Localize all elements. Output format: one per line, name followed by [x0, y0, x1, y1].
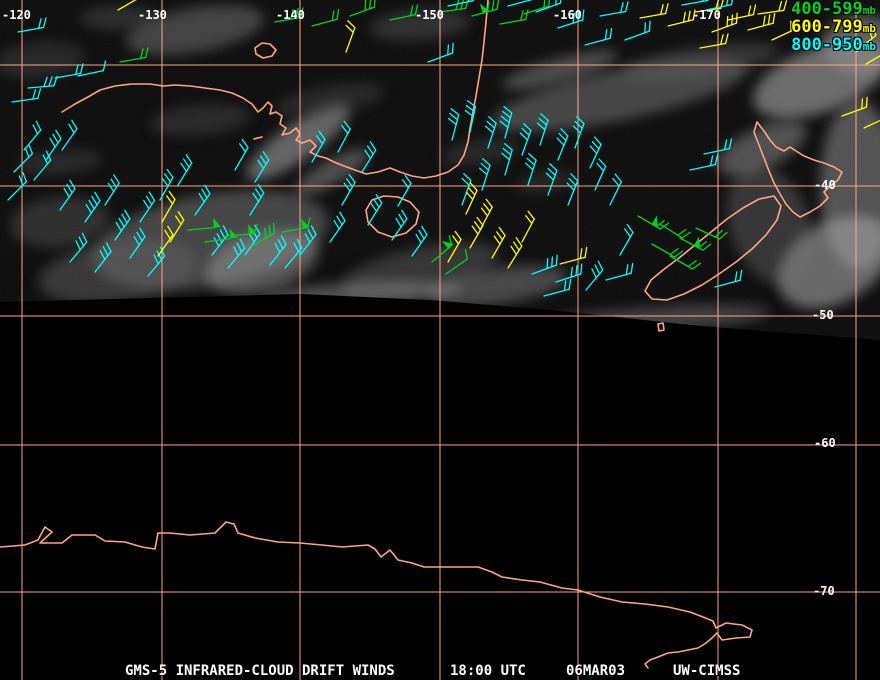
legend-item-600-799mb: 600-799mb [791, 19, 876, 37]
lon-label: -160 [553, 8, 582, 22]
observation-date: 06MAR03 [566, 663, 626, 679]
lat-label: -40 [814, 178, 836, 192]
lat-label: -60 [814, 436, 836, 450]
lat-label: -50 [812, 308, 834, 322]
lon-label: -130 [138, 8, 167, 22]
lon-label: -120 [2, 8, 31, 22]
lon-label: -150 [415, 8, 444, 22]
product-title: GMS-5 INFRARED-CLOUD DRIFT WINDS [125, 663, 395, 679]
legend-unit-label: mb [862, 40, 876, 53]
legend-unit-label: mb [862, 22, 876, 35]
legend-range-label: 600-799 [791, 17, 863, 37]
legend-unit-label: mb [862, 4, 876, 17]
observation-time: 18:00 UTC [450, 663, 526, 679]
legend-range-label: 800-950 [791, 35, 863, 55]
caption-bar: GMS-5 INFRARED-CLOUD DRIFT WINDS 18:00 U… [0, 663, 880, 680]
lon-label: -170 [692, 8, 721, 22]
pressure-level-legend: 400-599mb 600-799mb 800-950mb [791, 1, 876, 55]
legend-item-800-950mb: 800-950mb [791, 37, 876, 55]
data-source: UW-CIMSS [673, 663, 741, 679]
legend-item-400-599mb: 400-599mb [791, 1, 876, 19]
lon-label: -140 [276, 8, 305, 22]
lat-label: -70 [813, 584, 835, 598]
legend-range-label: 400-599 [791, 0, 863, 19]
